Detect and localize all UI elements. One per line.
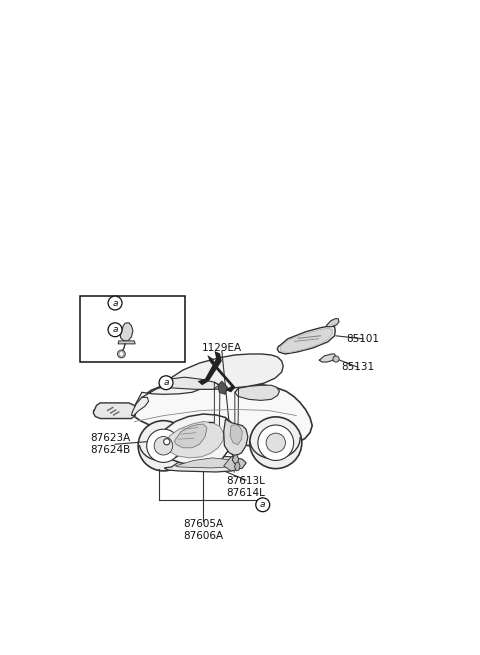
Circle shape xyxy=(154,436,173,455)
Text: 87613L
87614L: 87613L 87614L xyxy=(227,476,265,498)
Polygon shape xyxy=(326,319,339,327)
Polygon shape xyxy=(164,456,246,472)
Polygon shape xyxy=(132,398,148,415)
Text: 85101: 85101 xyxy=(347,334,380,344)
Text: a: a xyxy=(260,500,265,510)
Polygon shape xyxy=(198,351,222,385)
Text: 85131: 85131 xyxy=(341,362,374,372)
Polygon shape xyxy=(207,355,236,392)
Polygon shape xyxy=(94,403,136,419)
Circle shape xyxy=(256,498,270,512)
Circle shape xyxy=(108,323,122,337)
Circle shape xyxy=(118,350,125,358)
Polygon shape xyxy=(164,422,224,458)
Polygon shape xyxy=(232,455,239,464)
Text: a: a xyxy=(112,326,118,334)
Text: 1129EA: 1129EA xyxy=(202,343,242,354)
Circle shape xyxy=(119,352,124,356)
Polygon shape xyxy=(224,419,248,456)
Circle shape xyxy=(266,433,286,453)
Circle shape xyxy=(250,417,302,468)
Text: a: a xyxy=(112,299,118,308)
Polygon shape xyxy=(160,354,283,389)
Polygon shape xyxy=(175,458,239,468)
Polygon shape xyxy=(218,381,228,394)
Bar xyxy=(81,297,185,362)
Polygon shape xyxy=(132,381,312,447)
Polygon shape xyxy=(118,341,135,344)
Polygon shape xyxy=(158,414,233,465)
Circle shape xyxy=(147,429,180,462)
Text: a: a xyxy=(163,378,169,387)
Polygon shape xyxy=(230,424,242,445)
Text: 87605A
87606A: 87605A 87606A xyxy=(183,519,223,541)
Polygon shape xyxy=(120,323,133,341)
Polygon shape xyxy=(277,326,335,354)
Polygon shape xyxy=(132,383,203,411)
Circle shape xyxy=(138,421,189,471)
Polygon shape xyxy=(160,377,219,389)
Polygon shape xyxy=(319,354,336,362)
Polygon shape xyxy=(175,424,207,448)
Text: 87614B
87624D: 87614B 87624D xyxy=(114,305,155,326)
Circle shape xyxy=(333,356,339,362)
Polygon shape xyxy=(234,462,240,471)
Circle shape xyxy=(164,439,170,445)
Polygon shape xyxy=(280,328,332,352)
Circle shape xyxy=(108,296,122,310)
Circle shape xyxy=(258,425,294,460)
Text: 87623A
87624B: 87623A 87624B xyxy=(90,434,131,455)
Polygon shape xyxy=(224,457,246,471)
Circle shape xyxy=(159,376,173,390)
Polygon shape xyxy=(235,385,279,400)
